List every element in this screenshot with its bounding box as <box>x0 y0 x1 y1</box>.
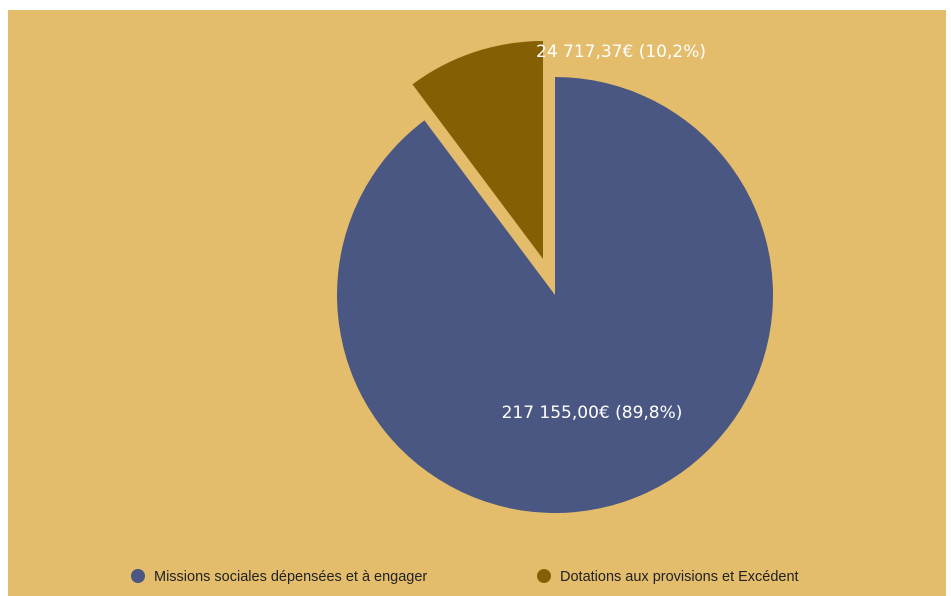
pie-slices <box>336 40 773 513</box>
legend-marker-missions <box>131 569 145 583</box>
legend-label-missions: Missions sociales dépensées et à engager <box>154 569 427 585</box>
legend-label-dotations: Dotations aux provisions et Excédent <box>560 569 799 585</box>
slice-label-dotations: 24 717,37€ (10,2%) <box>536 42 706 62</box>
pie-slice-missions[interactable] <box>336 77 773 513</box>
legend: Missions sociales dépensées et à engager… <box>131 569 799 585</box>
legend-item-dotations[interactable]: Dotations aux provisions et Excédent <box>537 569 799 585</box>
slice-label-missions: 217 155,00€ (89,8%) <box>502 403 683 423</box>
legend-item-missions[interactable]: Missions sociales dépensées et à engager <box>131 569 427 585</box>
legend-marker-dotations <box>537 569 551 583</box>
pie-slice-dotations[interactable] <box>412 40 544 259</box>
pie-labels: 217 155,00€ (89,8%) 24 717,37€ (10,2%) <box>502 42 706 423</box>
